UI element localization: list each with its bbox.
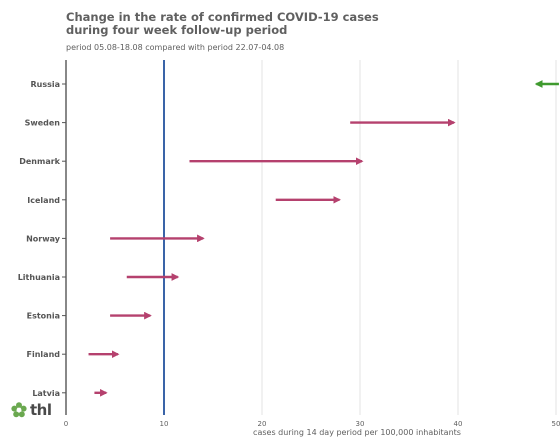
x-tick-label: 30 [356,420,365,428]
y-tick-label: Sweden [25,119,61,128]
thl-logo: thl [11,400,52,420]
x-tick-label: 50 [552,420,560,428]
y-tick-label: Lithuania [18,273,60,282]
x-tick-label: 10 [160,420,169,428]
y-tick-label: Estonia [27,312,60,321]
logo-text: thl [30,401,52,419]
flower-icon [11,402,27,418]
x-tick-label: 20 [258,420,267,428]
y-tick-label: Norway [26,234,61,243]
y-tick-label: Denmark [19,157,60,166]
y-tick-label: Latvia [32,389,60,398]
y-tick-label: Iceland [27,196,60,205]
x-tick-label: 40 [454,420,463,428]
chart-title: Change in the rate of confirmed COVID-19… [66,10,379,37]
x-tick-label: 0 [64,420,68,428]
chart-subtitle: period 05.08-18.08 compared with period … [66,43,285,52]
y-tick-label: Finland [27,350,61,359]
x-axis-label: cases during 14 day period per 100,000 i… [253,428,461,437]
y-tick-label: Russia [30,80,60,89]
